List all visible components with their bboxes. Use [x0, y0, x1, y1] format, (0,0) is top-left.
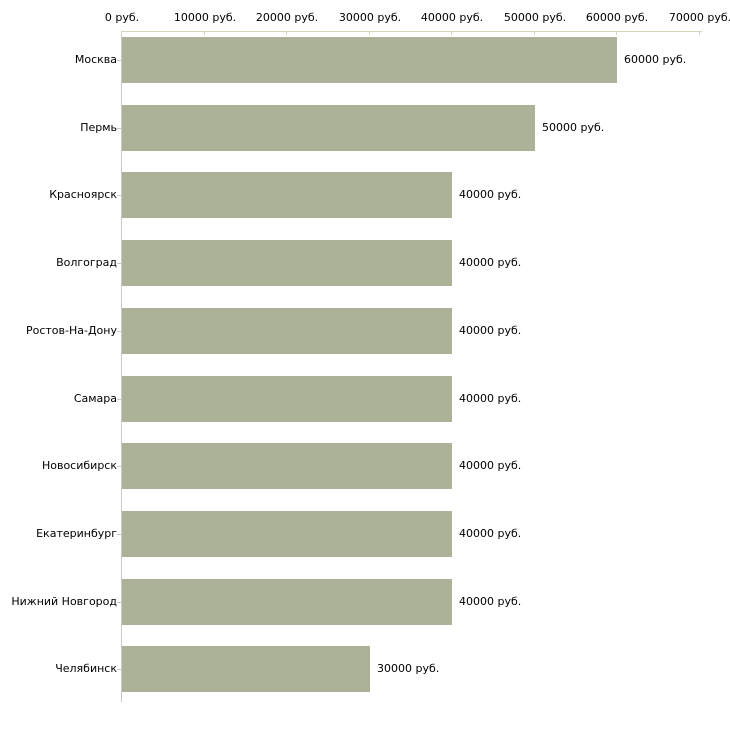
bar [122, 240, 452, 286]
y-axis-tick [117, 466, 121, 467]
category-label: Нижний Новгород [11, 595, 117, 608]
category-label: Волгоград [56, 256, 117, 269]
value-label: 40000 руб. [459, 256, 522, 269]
y-axis-line [121, 31, 122, 702]
x-axis-tick [534, 31, 535, 35]
bar [122, 105, 535, 151]
value-label: 40000 руб. [459, 188, 522, 201]
bar [122, 511, 452, 557]
value-label: 40000 руб. [459, 392, 522, 405]
x-axis-tick [204, 31, 205, 35]
x-axis-tick-label: 60000 руб. [585, 11, 649, 24]
y-axis-tick [117, 602, 121, 603]
x-axis-tick [369, 31, 370, 35]
x-axis-tick-label: 20000 руб. [255, 11, 319, 24]
bar [122, 172, 452, 218]
y-axis-tick [117, 195, 121, 196]
x-axis-tick-label: 70000 руб. [668, 11, 730, 24]
category-label: Пермь [80, 121, 117, 134]
y-axis-tick [117, 399, 121, 400]
x-axis-tick [121, 31, 122, 35]
y-axis-tick [117, 60, 121, 61]
y-axis-tick [117, 263, 121, 264]
x-axis-tick-label: 50000 руб. [503, 11, 567, 24]
bar [122, 443, 452, 489]
x-axis-tick [286, 31, 287, 35]
x-axis-tick-label: 40000 руб. [420, 11, 484, 24]
value-label: 30000 руб. [377, 662, 440, 675]
x-axis-tick-label: 30000 руб. [338, 11, 402, 24]
bar [122, 308, 452, 354]
x-axis-tick [451, 31, 452, 35]
x-axis-tick-label: 10000 руб. [173, 11, 237, 24]
category-label: Ростов-На-Дону [25, 324, 117, 337]
bar [122, 646, 370, 692]
value-label: 40000 руб. [459, 527, 522, 540]
x-axis-tick-label: 0 руб. [104, 11, 140, 24]
bar [122, 579, 452, 625]
value-label: 60000 руб. [624, 53, 687, 66]
y-axis-tick [117, 669, 121, 670]
category-label: Новосибирск [41, 459, 117, 472]
category-label: Екатеринбург [36, 527, 117, 540]
y-axis-tick [117, 331, 121, 332]
x-axis-tick [699, 31, 700, 35]
x-axis-tick [616, 31, 617, 35]
category-label: Красноярск [49, 188, 117, 201]
value-label: 40000 руб. [459, 459, 522, 472]
value-label: 50000 руб. [542, 121, 605, 134]
bar [122, 37, 617, 83]
bar [122, 376, 452, 422]
x-axis-line [121, 31, 702, 32]
value-label: 40000 руб. [459, 595, 522, 608]
category-label: Челябинск [55, 662, 117, 675]
y-axis-tick [117, 128, 121, 129]
y-axis-tick [117, 534, 121, 535]
value-label: 40000 руб. [459, 324, 522, 337]
category-label: Самара [73, 392, 117, 405]
category-label: Москва [74, 53, 117, 66]
